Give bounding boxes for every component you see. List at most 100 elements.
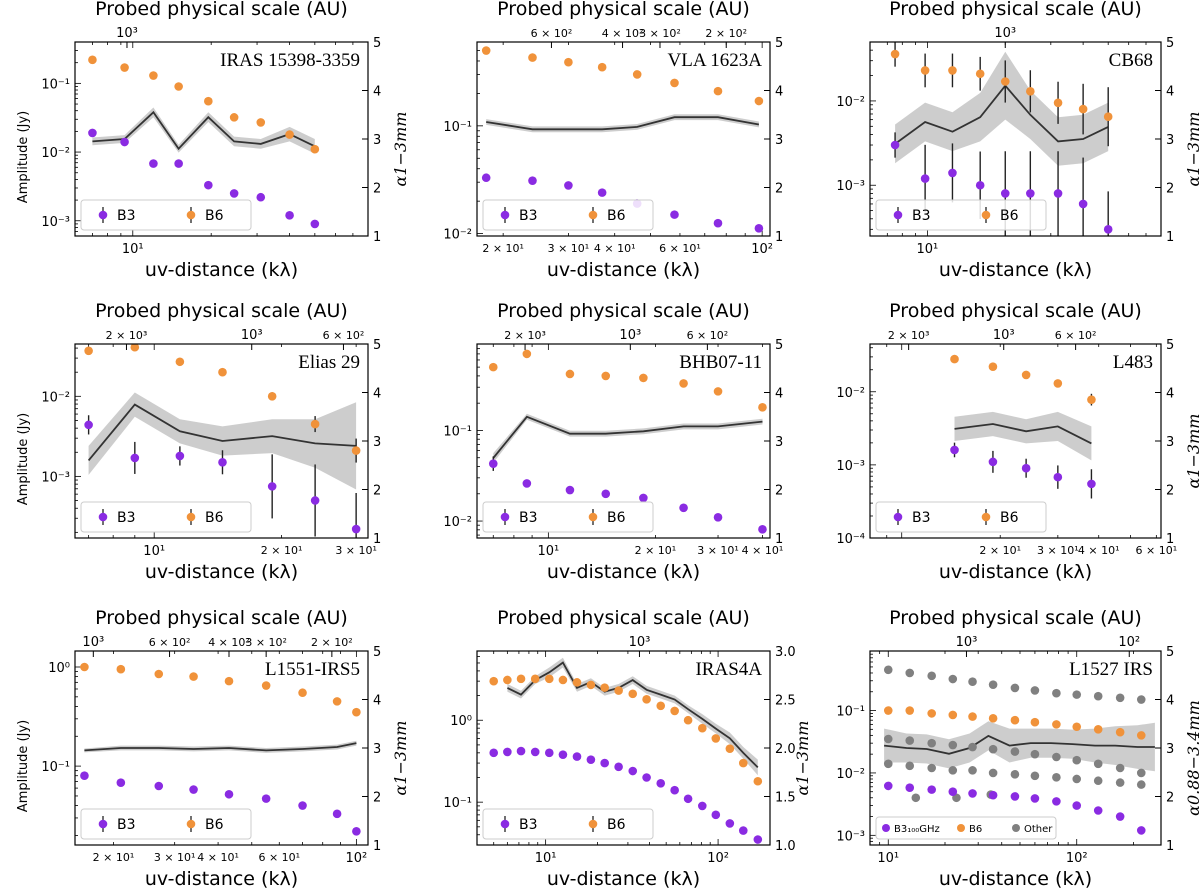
top-axis-title: Probed physical scale (AU) xyxy=(95,607,348,629)
legend-marker-1 xyxy=(588,819,598,829)
top-tick-label: 2 × 10² xyxy=(705,27,747,40)
b3-point xyxy=(154,781,164,791)
b6-point xyxy=(628,689,638,699)
legend-box xyxy=(482,808,654,840)
b3-point xyxy=(80,771,89,781)
b3-point xyxy=(298,801,307,810)
b3-point xyxy=(670,785,679,795)
b6-point xyxy=(656,701,666,711)
right-tick-label: 5 xyxy=(1166,36,1174,51)
b3-point xyxy=(975,180,985,190)
right-tick-label: 2 xyxy=(373,791,381,806)
b6-point xyxy=(351,446,361,455)
b3-point xyxy=(713,218,723,228)
legend-label: Other xyxy=(1024,824,1053,835)
b3-point xyxy=(950,445,959,455)
source-name: L483 xyxy=(1113,352,1153,373)
y-tick-label: 10⁻² xyxy=(443,228,472,243)
b6-point xyxy=(174,82,183,91)
b3-point xyxy=(1052,797,1061,806)
top-tick-label: 2 × 10³ xyxy=(888,329,930,342)
b3-point xyxy=(332,809,342,819)
b3-point xyxy=(1021,463,1031,473)
top-tick-label: 2 × 10² xyxy=(311,636,353,649)
y-tick-label: 10⁻¹ xyxy=(443,120,472,135)
b3-point xyxy=(1030,794,1040,803)
right-tick-label: 2.5 xyxy=(775,694,796,709)
b3-point xyxy=(488,459,498,468)
other-point xyxy=(905,736,915,745)
b3-point xyxy=(628,766,638,776)
y-tick-label: 10⁻¹ xyxy=(836,705,865,720)
y-tick-label: 10⁻² xyxy=(836,386,865,401)
b6-point xyxy=(1052,720,1061,729)
other-point xyxy=(1052,752,1061,762)
b3-point xyxy=(261,794,271,803)
b6-point xyxy=(601,371,611,381)
b6-point xyxy=(1010,715,1020,725)
other-point xyxy=(1030,771,1040,781)
axes-frame xyxy=(74,650,369,846)
b6-point xyxy=(738,758,748,768)
other-point xyxy=(927,738,936,748)
b6-point xyxy=(530,674,540,684)
right-tick-label: 4 xyxy=(775,85,783,100)
top-tick-label: 10³ xyxy=(993,328,1015,343)
alpha-uncertainty-band xyxy=(507,657,758,776)
legend-label: B6 xyxy=(1000,208,1019,224)
right-tick-label: 3 xyxy=(373,742,381,757)
other-point xyxy=(1136,695,1146,704)
right-tick-label: 5 xyxy=(1166,645,1174,660)
b6-point xyxy=(988,714,998,723)
x-tick-label: 3 × 10¹ xyxy=(335,544,377,557)
panel-iras4a: Probed physical scale (AU) uv-distance (k… xyxy=(443,607,812,890)
top-tick-label: 6 × 10² xyxy=(687,329,729,342)
axes-frame xyxy=(869,343,1162,539)
right-tick-label: 5 xyxy=(373,36,381,51)
other-point xyxy=(1115,693,1125,703)
b3-point xyxy=(218,457,227,467)
top-tick-label: 10³ xyxy=(619,328,641,343)
panel-cb68: Probed physical scale (AU) uv-distance (k… xyxy=(836,0,1200,281)
top-tick-label: 4 × 10² xyxy=(208,636,250,649)
x-tick-label: 2 × 10¹ xyxy=(635,544,677,557)
b3-point xyxy=(738,826,748,835)
axes-frame xyxy=(869,41,1162,237)
x-tick-label: 6 × 10¹ xyxy=(258,851,300,864)
b6-point xyxy=(218,367,227,377)
legend-label: B6 xyxy=(205,510,224,526)
legend-box xyxy=(80,501,252,533)
b6-point xyxy=(1053,98,1063,108)
other-point xyxy=(927,763,936,773)
b6-point xyxy=(229,113,239,122)
other-point xyxy=(1030,749,1040,759)
b3-point xyxy=(489,748,499,758)
right-tick-label: 4 xyxy=(1166,694,1174,709)
right-tick-label: 1 xyxy=(1166,532,1174,547)
legend-label: B6 xyxy=(607,208,626,224)
right-tick-label: 3 xyxy=(373,133,381,148)
y-tick-label: 10⁻² xyxy=(41,146,70,161)
right-tick-label: 3.0 xyxy=(775,645,796,660)
b3-point xyxy=(679,503,688,513)
plot-area xyxy=(950,354,1096,499)
top-axis-title: Probed physical scale (AU) xyxy=(889,0,1142,20)
right-tick-label: 1 xyxy=(775,230,783,245)
y-tick-label: 10⁰ xyxy=(48,661,70,676)
alpha-spectral-index-line xyxy=(87,403,357,461)
right-tick-label: 5 xyxy=(373,645,381,660)
right-tick-label: 4 xyxy=(1166,85,1174,100)
other-point xyxy=(1136,780,1146,789)
b6-point xyxy=(488,362,498,372)
x-tick-label: 4 × 10¹ xyxy=(594,242,636,255)
x-tick-label: 2 × 10¹ xyxy=(261,544,303,557)
b6-point xyxy=(950,354,959,364)
legend-label: B3 xyxy=(117,208,136,224)
y-tick-label: 10⁻¹ xyxy=(443,796,472,811)
b6-point xyxy=(725,744,735,753)
other-point xyxy=(911,793,921,803)
right-tick-label: 2 xyxy=(775,484,783,499)
x-tick-label: 6 × 10¹ xyxy=(1136,544,1178,557)
other-point xyxy=(968,677,977,686)
other-point xyxy=(988,768,998,778)
